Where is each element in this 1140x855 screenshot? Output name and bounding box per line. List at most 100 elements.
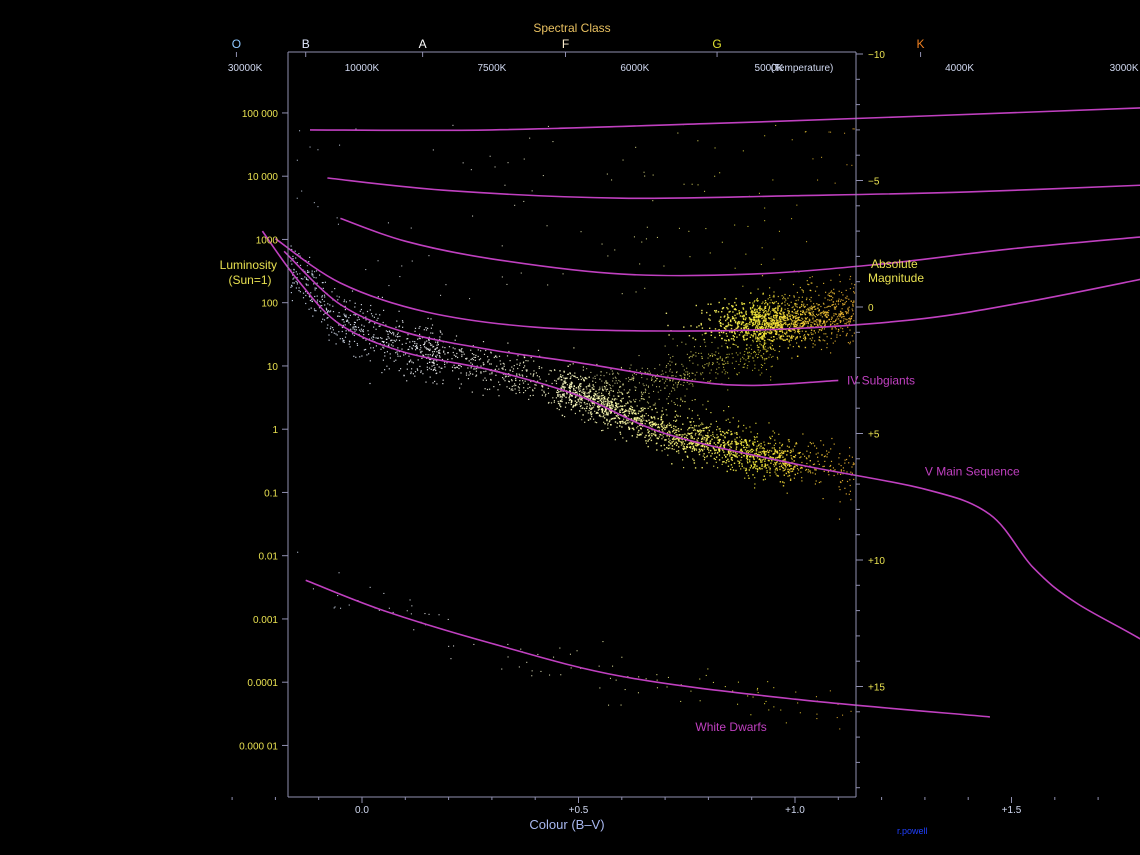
star-point — [779, 321, 781, 323]
star-point — [790, 339, 792, 341]
star-point — [343, 301, 345, 303]
star-point — [756, 297, 758, 300]
star-point — [809, 452, 811, 454]
star-point — [811, 309, 813, 311]
star-point — [715, 456, 718, 458]
star-point — [469, 371, 471, 373]
star-point — [625, 403, 627, 405]
star-point — [666, 686, 668, 688]
star-point — [338, 312, 340, 314]
star-point — [753, 360, 755, 362]
star-point — [766, 304, 769, 306]
star-point — [758, 316, 760, 318]
star-point — [619, 411, 622, 413]
star-point — [458, 349, 460, 351]
star-point — [806, 241, 808, 243]
star-point — [446, 362, 448, 364]
star-point — [320, 310, 322, 312]
star-point — [470, 358, 472, 361]
star-point — [737, 346, 739, 348]
star-point — [644, 371, 646, 373]
star-point — [616, 398, 618, 400]
star-point — [824, 324, 826, 326]
star-point — [756, 436, 758, 438]
star-point — [296, 197, 298, 199]
star-point — [801, 480, 803, 482]
star-point — [574, 375, 576, 378]
star-point — [612, 405, 614, 407]
star-point — [810, 332, 812, 334]
star-point — [680, 444, 682, 446]
star-point — [609, 392, 611, 394]
star-point — [747, 695, 749, 697]
star-point — [756, 346, 758, 348]
star-point — [411, 348, 413, 350]
star-point — [411, 368, 413, 370]
star-point — [625, 409, 627, 411]
star-point — [700, 441, 703, 443]
star-point — [793, 325, 795, 328]
star-point — [675, 375, 677, 377]
star-point — [802, 305, 804, 307]
star-point — [426, 340, 428, 342]
star-point — [763, 475, 765, 477]
star-point — [691, 427, 693, 429]
star-point — [299, 291, 301, 293]
star-point — [617, 407, 619, 409]
star-point — [317, 149, 319, 151]
star-point — [307, 284, 309, 286]
star-point — [745, 467, 747, 470]
star-point — [644, 423, 646, 425]
star-point — [694, 338, 697, 341]
star-point — [500, 363, 502, 365]
star-point — [716, 452, 719, 454]
star-point — [805, 299, 808, 301]
star-point — [765, 349, 767, 351]
star-point — [596, 405, 599, 408]
star-point — [708, 451, 710, 454]
star-point — [763, 347, 765, 349]
star-point — [515, 384, 517, 387]
star-point — [680, 428, 682, 431]
star-point — [610, 389, 612, 392]
star-point — [830, 464, 832, 467]
star-point — [693, 438, 695, 440]
star-point — [569, 393, 572, 396]
star-point — [843, 315, 845, 318]
star-point — [780, 309, 782, 311]
star-point — [428, 367, 431, 369]
star-point — [751, 348, 753, 350]
star-point — [597, 397, 600, 400]
star-point — [305, 291, 307, 293]
star-point — [722, 363, 724, 365]
star-point — [388, 345, 390, 347]
star-point — [356, 343, 358, 345]
star-point — [604, 423, 606, 425]
star-point — [549, 674, 551, 676]
star-point — [698, 453, 701, 456]
star-point — [694, 399, 696, 401]
star-point — [740, 323, 743, 326]
star-point — [756, 445, 758, 447]
star-point — [511, 388, 513, 390]
star-point — [653, 422, 656, 425]
star-point — [761, 459, 764, 461]
star-point — [609, 401, 611, 403]
star-point — [805, 457, 807, 459]
star-point — [703, 367, 705, 369]
star-point — [327, 303, 329, 305]
star-point — [462, 351, 464, 353]
star-point — [669, 379, 671, 381]
star-point — [807, 309, 809, 311]
star-point — [698, 430, 700, 433]
star-point — [726, 431, 728, 433]
star-point — [552, 397, 554, 399]
star-point — [840, 312, 842, 314]
star-point — [504, 369, 507, 371]
star-point — [706, 426, 708, 428]
star-point — [634, 412, 636, 415]
star-point — [848, 321, 850, 323]
star-point — [630, 364, 632, 366]
star-point — [738, 313, 740, 315]
star-point — [721, 241, 723, 243]
